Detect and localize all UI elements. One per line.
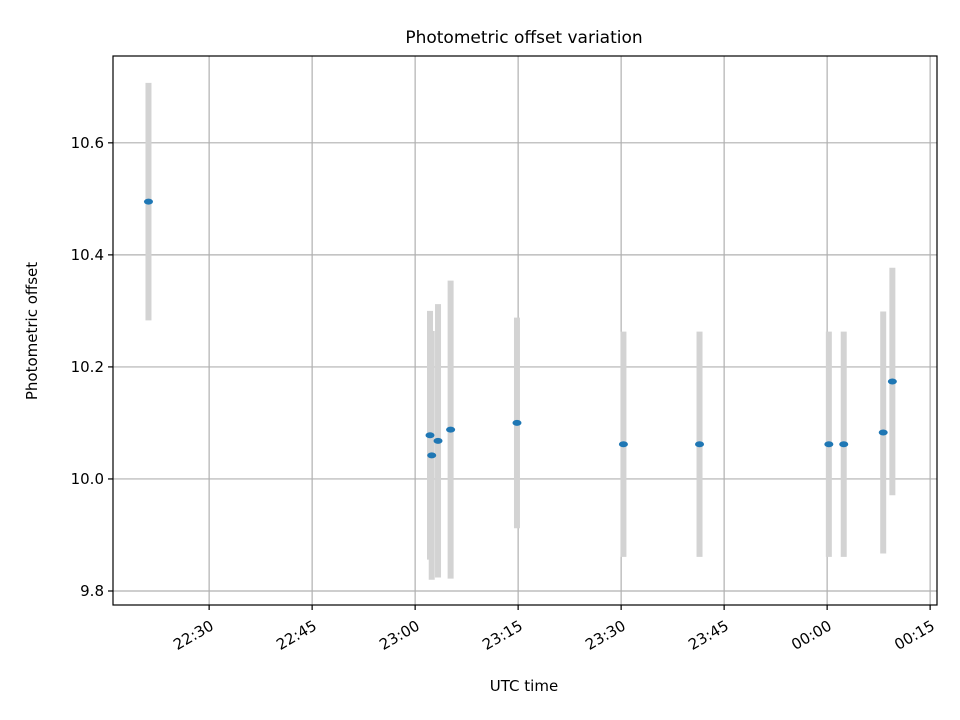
data-point: [425, 432, 435, 439]
y-tick-label: 10.2: [71, 358, 104, 376]
data-point: [446, 426, 456, 433]
data-point: [433, 437, 443, 444]
data-point: [143, 198, 153, 205]
y-tick-label: 10.4: [71, 246, 104, 264]
data-point: [427, 452, 437, 459]
data-points: [143, 198, 897, 459]
y-axis-label: Photometric offset: [23, 262, 41, 400]
data-point: [618, 441, 628, 448]
data-point: [512, 419, 522, 426]
y-tick-label: 10.0: [71, 470, 104, 488]
data-point: [839, 441, 849, 448]
data-point: [695, 441, 705, 448]
data-point: [887, 378, 897, 385]
plot-area-frame: [112, 55, 938, 606]
data-point: [878, 429, 888, 436]
x-axis-label: UTC time: [490, 677, 558, 695]
y-axis-ticks: 9.8 10.0 10.2 10.4 10.6: [71, 134, 113, 600]
grid-lines: [113, 56, 937, 605]
y-tick-label: 10.6: [71, 134, 104, 152]
y-tick-label: 9.8: [80, 582, 104, 600]
data-point: [824, 441, 834, 448]
chart-title: Photometric offset variation: [405, 28, 642, 48]
